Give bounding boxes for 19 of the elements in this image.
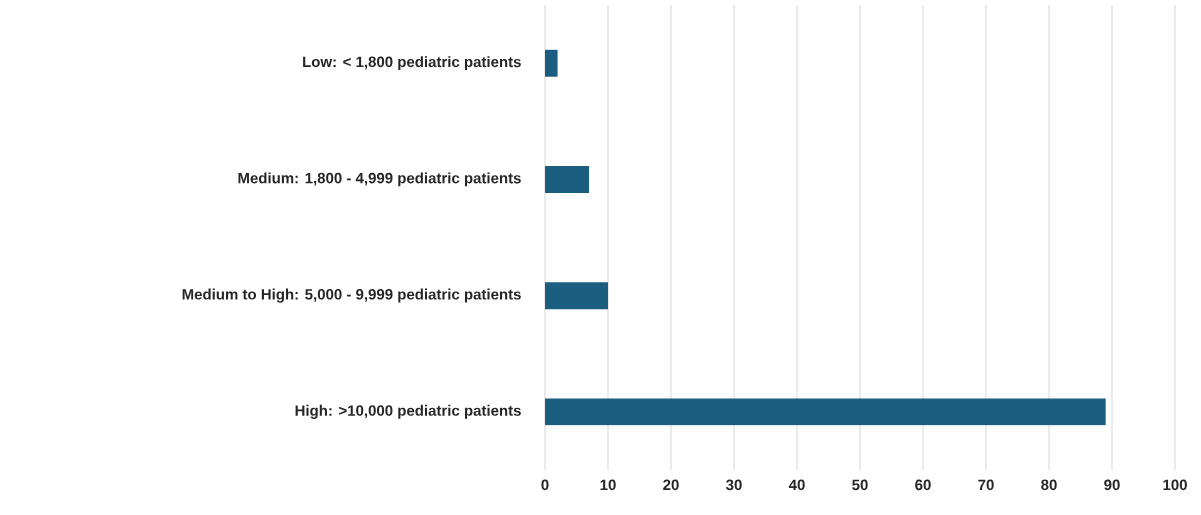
x-tick-label: 90: [1104, 479, 1120, 491]
bar: [545, 282, 608, 310]
x-tick-label: 70: [978, 479, 994, 491]
x-tick-label: 80: [1041, 479, 1057, 491]
y-tick-label: High: >10,000 pediatric patients: [295, 404, 521, 419]
bar: [545, 398, 1106, 426]
bar: [545, 49, 558, 77]
x-tick-label: 50: [852, 479, 868, 491]
x-tick-label: 10: [600, 479, 616, 491]
y-tick-label: Medium: 1,800 - 4,999 pediatric patients: [238, 172, 521, 187]
x-tick-label: 20: [663, 479, 679, 491]
x-tick-label: 30: [726, 479, 742, 491]
bar: [545, 165, 590, 193]
y-tick-label: Medium to High: 5,000 - 9,999 pediatric patients: [182, 288, 521, 303]
x-tick-label: 40: [788, 479, 805, 491]
x-tick-label: 100: [1163, 479, 1187, 491]
y-tick-label: Low: < 1,800 pediatric patients: [303, 56, 521, 71]
x-tick-label: 60: [915, 479, 931, 491]
x-tick-label: 0: [541, 479, 549, 491]
